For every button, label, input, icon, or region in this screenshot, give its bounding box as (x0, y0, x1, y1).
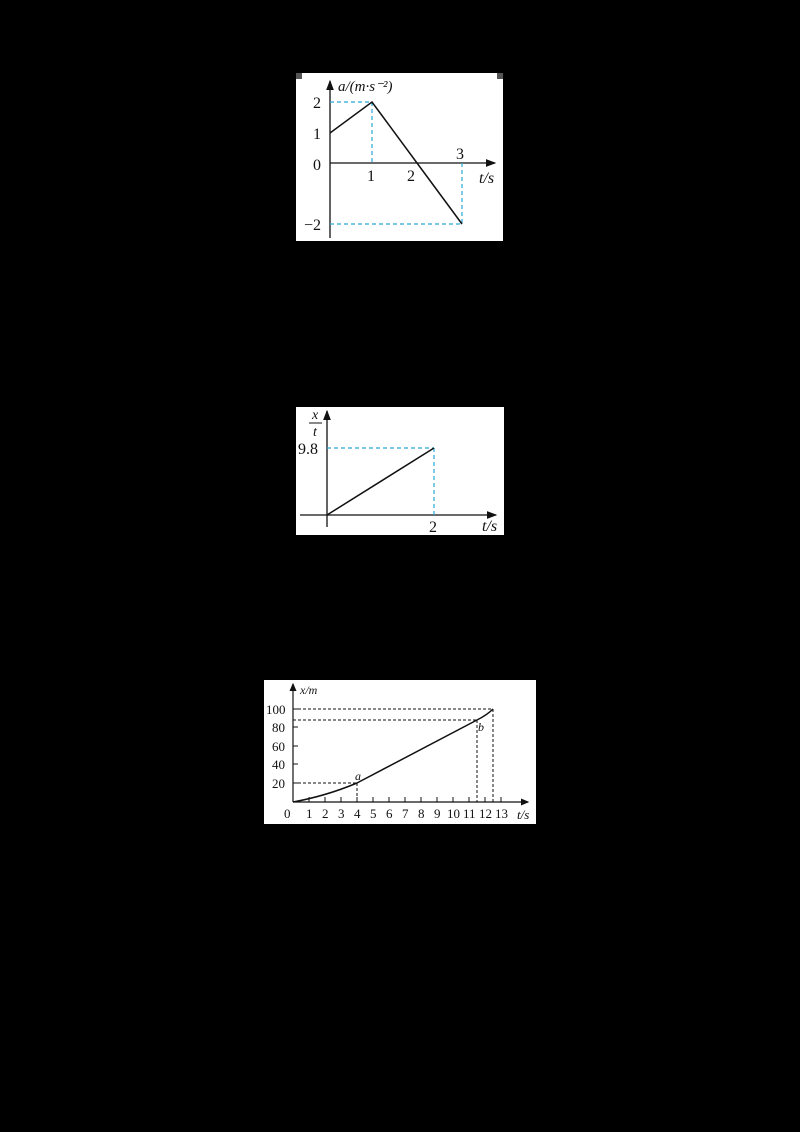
svg-text:2: 2 (322, 806, 329, 821)
svg-text:12: 12 (479, 806, 492, 821)
svg-text:−2: −2 (304, 217, 321, 234)
svg-text:8: 8 (418, 806, 425, 821)
svg-text:60: 60 (272, 739, 285, 754)
svg-text:4: 4 (354, 806, 361, 821)
svg-text:3: 3 (338, 806, 345, 821)
svg-text:10: 10 (447, 806, 460, 821)
x-axis-label: t/s (482, 518, 497, 535)
svg-text:13: 13 (495, 806, 508, 821)
svg-text:3: 3 (456, 146, 464, 163)
average-velocity-line (326, 447, 435, 516)
svg-text:6: 6 (386, 806, 393, 821)
point-a-label: a (355, 769, 361, 783)
svg-text:t: t (313, 425, 318, 440)
acceleration-line (329, 100, 463, 225)
y-axis-label: x/m (299, 683, 318, 697)
svg-text:5: 5 (370, 806, 377, 821)
svg-text:0: 0 (284, 806, 291, 821)
svg-text:x: x (311, 408, 319, 423)
position-time-chart: a b x/m 100 80 60 40 20 0 1 2 3 4 5 6 7 … (264, 680, 536, 824)
corner-marker (296, 73, 302, 79)
svg-text:1: 1 (306, 806, 313, 821)
svg-text:80: 80 (272, 720, 285, 735)
svg-text:40: 40 (272, 757, 285, 772)
svg-text:2: 2 (429, 519, 437, 535)
svg-text:2: 2 (407, 168, 415, 185)
svg-text:20: 20 (272, 776, 285, 791)
position-curve (292, 708, 494, 803)
acceleration-time-plot: a/(m·s⁻²) 2 1 0 −2 1 2 3 t/s (304, 79, 497, 238)
x-axis-label: t/s (479, 170, 494, 187)
point-b-label: b (478, 720, 484, 734)
svg-text:7: 7 (402, 806, 409, 821)
svg-text:0: 0 (313, 157, 321, 174)
svg-text:9: 9 (434, 806, 441, 821)
svg-text:2: 2 (313, 95, 321, 112)
x-axis-label: t/s (517, 807, 529, 822)
acceleration-time-chart: a/(m·s⁻²) 2 1 0 −2 1 2 3 t/s (296, 73, 503, 241)
svg-text:11: 11 (463, 806, 476, 821)
average-velocity-time-plot: x t 9.8 2 t/s (298, 408, 498, 535)
position-time-plot: a b x/m 100 80 60 40 20 0 1 2 3 4 5 6 7 … (266, 682, 529, 822)
corner-marker (497, 73, 503, 79)
svg-text:9.8: 9.8 (298, 441, 318, 458)
average-velocity-time-chart: x t 9.8 2 t/s (296, 407, 504, 535)
svg-text:100: 100 (266, 702, 286, 717)
svg-text:1: 1 (313, 126, 321, 143)
svg-text:1: 1 (367, 168, 375, 185)
y-axis-label: a/(m·s⁻²) (338, 79, 393, 95)
